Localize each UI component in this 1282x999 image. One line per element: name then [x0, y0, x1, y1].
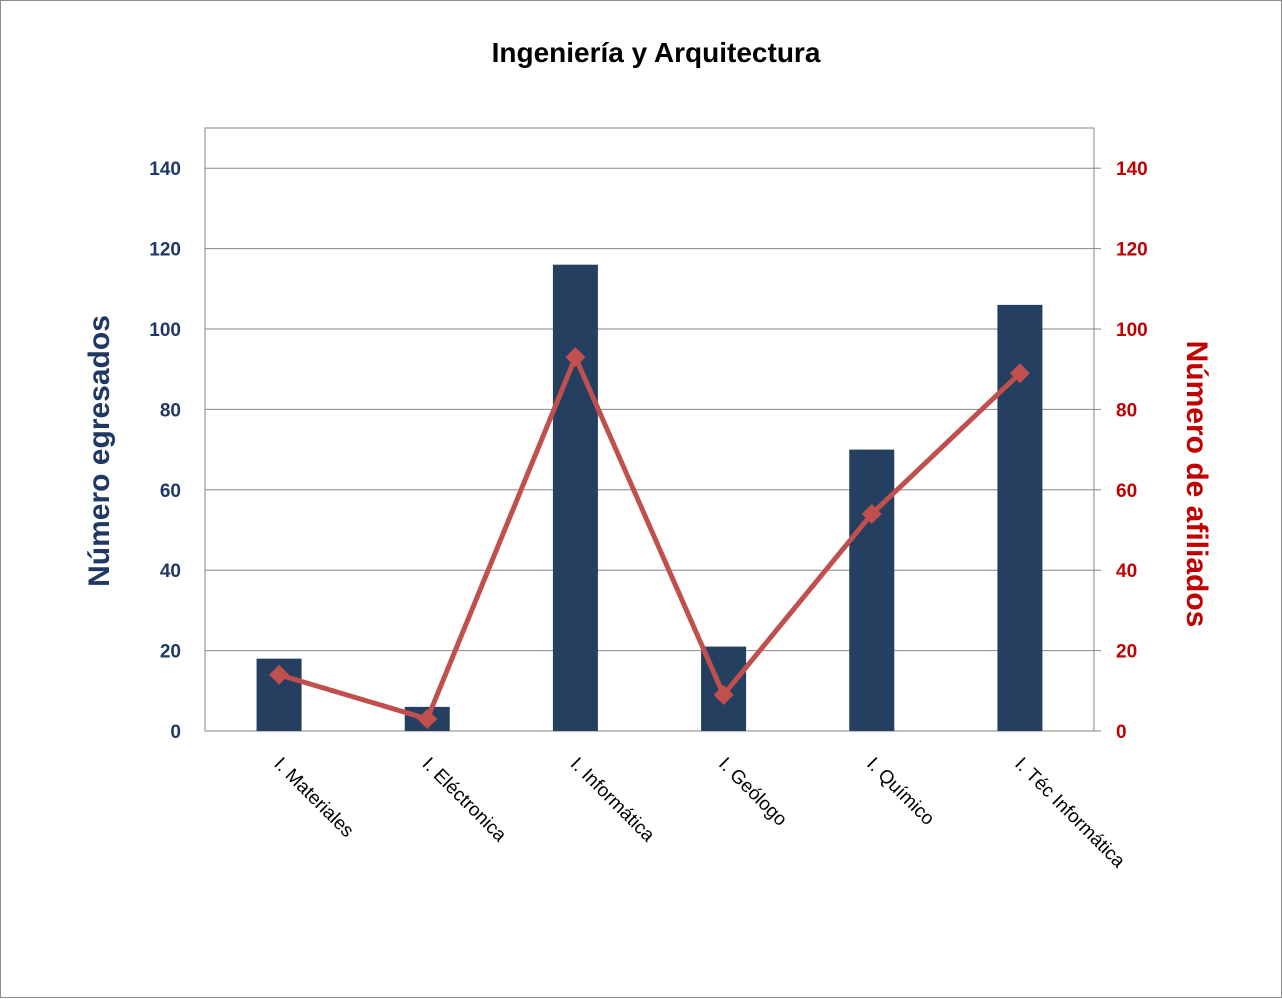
y-tick-label-left: 120	[149, 240, 181, 261]
line-point-marker	[417, 708, 438, 729]
x-tick-label: I. Téc Informática	[1010, 754, 1129, 873]
y-tick-label-right: 0	[1116, 722, 1127, 743]
line-point-marker	[565, 347, 586, 368]
y-tick-label-left: 40	[160, 561, 181, 582]
left-axis-ticks: 0 20 40 60 80 100 120 140	[149, 159, 181, 743]
y-tick-label-left: 140	[149, 159, 181, 180]
y-tick-label-left: 80	[160, 400, 181, 421]
x-axis-ticks: I. Materiales I. Eléctronica I. Informátic…	[270, 754, 1130, 873]
line-point-marker	[861, 503, 882, 524]
y-tick-label-right: 60	[1116, 481, 1137, 502]
y-axis-label-right: Número de afiliados	[1180, 341, 1213, 628]
line-point-marker	[713, 684, 734, 705]
y-tick-label-right: 140	[1116, 159, 1148, 180]
bar	[849, 449, 895, 731]
y-tick-label-right: 100	[1116, 320, 1148, 341]
y-tick-label-right: 40	[1116, 561, 1137, 582]
x-tick-label: I. Informática	[566, 754, 659, 847]
y-tick-label-right: 120	[1116, 240, 1148, 261]
line-point-marker	[269, 664, 290, 685]
right-axis-ticks: 0 20 40 60 80 100 120 140	[1094, 159, 1148, 743]
line-point-marker	[1009, 363, 1030, 384]
y-tick-label-left: 100	[149, 320, 181, 341]
chart-title: Ingeniería y Arquitectura	[492, 37, 821, 68]
x-tick-label: I. Eléctronica	[418, 754, 511, 847]
y-tick-label-right: 20	[1116, 642, 1137, 663]
y-axis-label-left: Número egresados	[83, 315, 116, 587]
bar-series	[256, 264, 1043, 731]
line-series	[269, 347, 1030, 729]
series-line	[278, 354, 1022, 722]
x-tick-label: I. Geólogo	[714, 754, 791, 831]
y-tick-label-right: 80	[1116, 400, 1137, 421]
x-tick-label: I. Materiales	[270, 754, 358, 842]
y-tick-label-left: 0	[170, 722, 181, 743]
y-tick-label-left: 60	[160, 481, 181, 502]
y-tick-label-left: 20	[160, 642, 181, 663]
gridlines	[205, 167, 1094, 732]
x-tick-label: I. Químico	[862, 754, 938, 830]
bar	[552, 264, 598, 731]
